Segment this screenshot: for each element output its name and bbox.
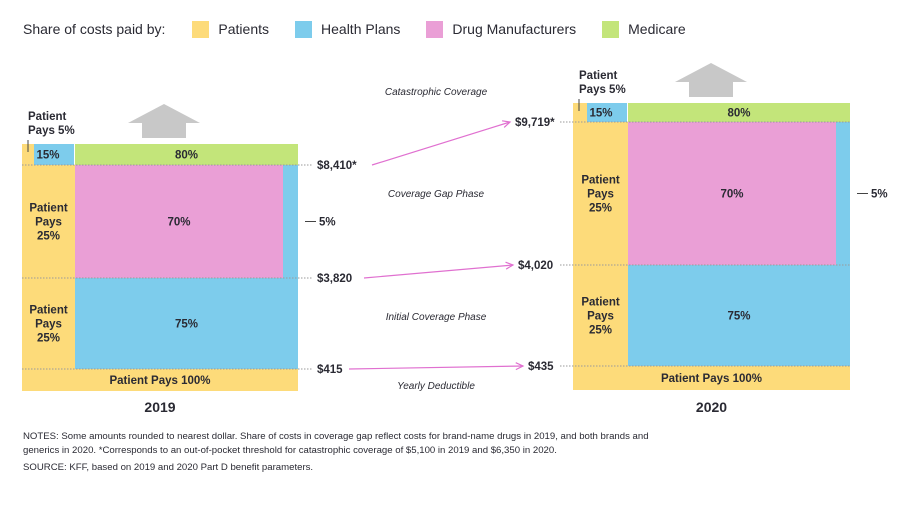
label-catastrophic-plans-2020: 15% [589,108,612,120]
threshold-arrow-catastrophic [371,121,511,166]
legend-label-medicare: Medicare [628,21,686,37]
label-deductible-patients-2019: Patient Pays 100% [109,375,210,387]
bar-gap-manufacturers-2020 [628,122,836,265]
label-gap-plans-2019: 5% [319,217,336,229]
bar-gap-patients-2020 [573,122,628,265]
legend: Share of costs paid by: Patients Health … [23,18,712,40]
threshold-arrowhead-icon-deductible [515,362,525,371]
catastrophic-up-arrow-icon-2019 [128,104,200,138]
label-gap-patients-2020-line-3: 25% [589,203,612,215]
threshold-arrowhead-icon-catastrophic [501,120,512,128]
notes-block: NOTES: Some amounts rounded to nearest d… [23,430,663,478]
label-gap-patients-2020-line-1: Patient [581,175,620,187]
label-gap-patients-2020-line-2: Pays [587,189,614,201]
bar-catastrophic-patients-2019 [22,144,34,165]
bar-initial-plans-2019 [75,278,298,369]
legend-item-patients: Patients [192,20,270,38]
bar-initial-patients-2019 [22,278,75,369]
label-initial-plans-2019: 75% [175,319,198,331]
legend-swatch-drug-manufacturers [426,20,444,38]
year-label-2019: 2019 [144,399,175,415]
bar-gap-plans-2019 [283,165,298,278]
bar-gap-patients-2019 [22,165,75,278]
bar-catastrophic-plans-2019 [34,144,74,165]
panel-2020 [560,63,868,390]
threshold-arrow-initial-coverage-limit [363,264,514,279]
label-gap-plans-2020: 5% [871,189,888,201]
phase-label-3: Yearly Deductible [397,381,475,392]
threshold-arrowhead-icon-initial-coverage-limit [505,261,515,270]
legend-label-health-plans: Health Plans [321,21,401,37]
label-catastrophic-patients-line-1-2020: Patient [579,70,618,82]
source-text: SOURCE: KFF, based on 2019 and 2020 Part… [23,462,314,473]
label-gap-manufacturers-2019: 70% [167,217,190,229]
threshold-2019-deductible: $415 [317,364,343,376]
bar-deductible-patients-2020 [573,366,850,390]
label-deductible-patients-2020: Patient Pays 100% [661,373,762,385]
label-initial-patients-2020-line-1: Patient [581,297,620,309]
legend-item-health-plans: Health Plans [295,20,401,38]
label-gap-patients-2019-line-1: Patient [29,203,68,215]
bar-catastrophic-patients-2020 [573,103,587,122]
threshold-2020-initial-coverage-limit: $4,020 [518,260,553,272]
bar-initial-plans-2020 [628,265,850,366]
legend-label-patients: Patients [218,21,270,37]
label-initial-patients-2019-line-3: 25% [37,333,60,345]
legend-item-drug-manufacturers: Drug Manufacturers [426,20,577,38]
label-catastrophic-medicare-2019: 80% [175,150,198,162]
catastrophic-up-arrow-icon-2020 [675,63,747,97]
panel-2019 [22,104,316,391]
legend-title: Share of costs paid by: [23,21,166,37]
label-initial-patients-2019-line-2: Pays [35,319,62,331]
label-catastrophic-patients-line-2-2019: Pays 5% [28,125,75,137]
legend-swatch-medicare [602,20,620,38]
label-initial-patients-2019-line-1: Patient [29,305,68,317]
label-gap-patients-2019-line-2: Pays [35,217,62,229]
legend-label-drug-manufacturers: Drug Manufacturers [452,21,577,37]
bar-catastrophic-medicare-2019 [75,144,298,165]
notes-text: NOTES: Some amounts rounded to nearest d… [23,431,649,456]
threshold-2019-catastrophic: $8,410* [317,160,357,172]
label-catastrophic-patients-line-2-2020: Pays 5% [579,84,626,96]
label-gap-patients-2019-line-3: 25% [37,231,60,243]
threshold-2020-deductible: $435 [528,361,554,373]
label-catastrophic-patients-line-1-2019: Patient [28,111,67,123]
bar-gap-plans-2020 [836,122,850,265]
threshold-arrow-deductible [348,365,524,370]
phase-label-1: Coverage Gap Phase [388,189,485,200]
label-initial-patients-2020-line-3: 25% [589,325,612,337]
bar-gap-manufacturers-2019 [75,165,283,278]
legend-item-medicare: Medicare [602,20,686,38]
phase-label-2: Initial Coverage Phase [386,312,487,323]
legend-swatch-patients [192,20,210,38]
bar-catastrophic-plans-2020 [587,103,627,122]
legend-swatch-health-plans [295,20,313,38]
label-initial-patients-2020-line-2: Pays [587,311,614,323]
threshold-2020-catastrophic: $9,719* [515,117,555,129]
year-label-2020: 2020 [696,399,727,415]
label-catastrophic-plans-2019: 15% [36,150,59,162]
threshold-2019-initial-coverage-limit: $3,820 [317,273,352,285]
bar-deductible-patients-2019 [22,369,298,391]
phase-label-0: Catastrophic Coverage [385,87,488,98]
label-initial-plans-2020: 75% [727,311,750,323]
label-gap-manufacturers-2020: 70% [720,189,743,201]
bar-catastrophic-medicare-2020 [628,103,850,122]
label-catastrophic-medicare-2020: 80% [727,108,750,120]
bar-initial-patients-2020 [573,265,628,366]
